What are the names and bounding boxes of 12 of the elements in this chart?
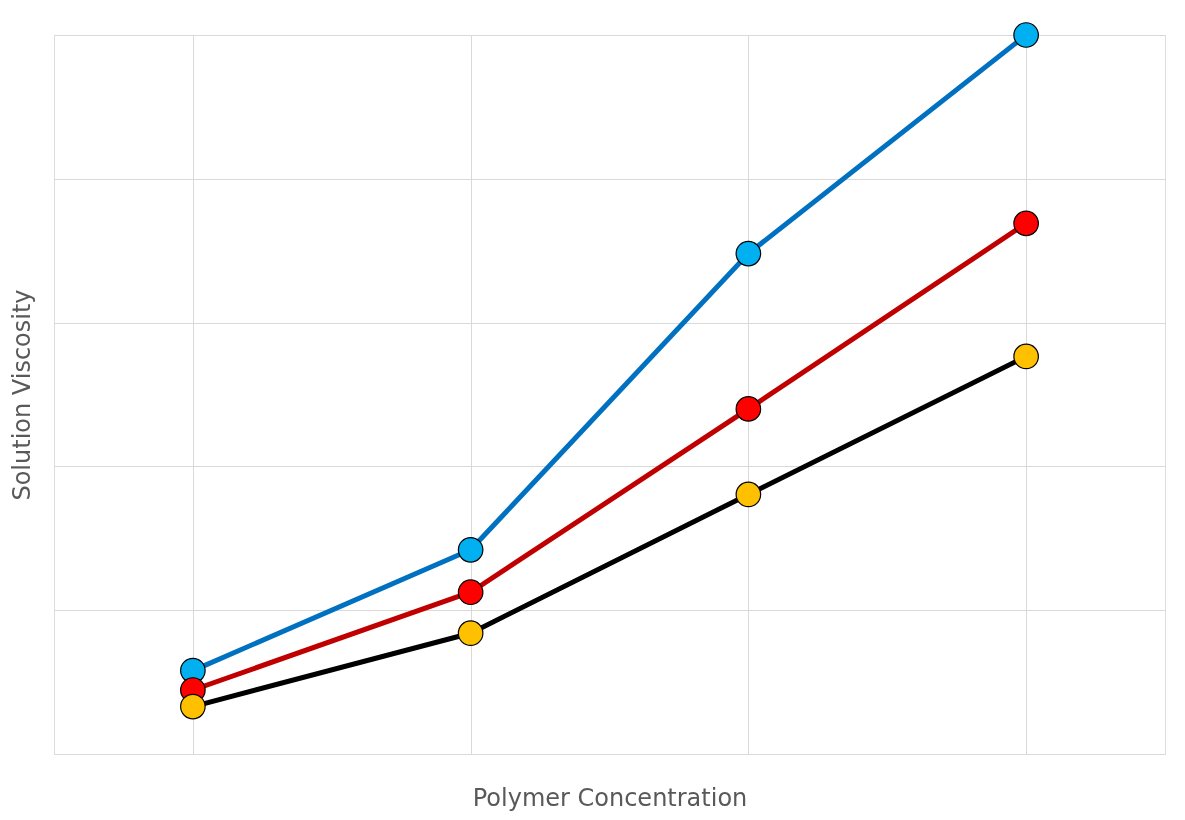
point [457, 579, 484, 606]
point [735, 240, 762, 267]
point [735, 396, 762, 422]
x-axis-title: Polymer Concentration [472, 783, 748, 812]
y-axis-title: Solution Viscosity [7, 289, 36, 501]
point [1013, 210, 1039, 237]
point [457, 620, 484, 647]
point [1013, 343, 1039, 370]
point [735, 481, 762, 508]
point [1013, 22, 1039, 48]
point [180, 693, 206, 720]
point [457, 536, 484, 563]
